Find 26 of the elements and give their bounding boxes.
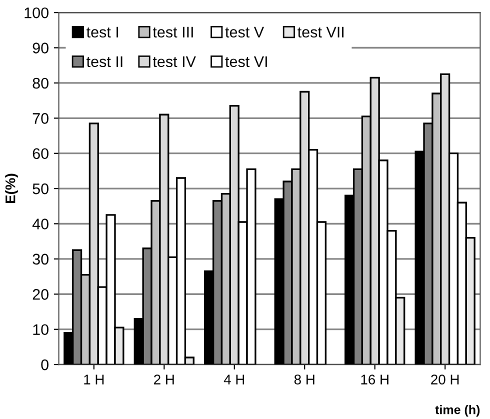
y-tick-label: 40: [32, 218, 48, 230]
x-tick-label: 20 H: [431, 374, 459, 384]
y-axis-title: E(%): [5, 174, 18, 204]
y-tick-label: 20: [32, 289, 48, 300]
y-tick-label: 30: [32, 254, 48, 265]
x-axis-title: time (h): [435, 405, 480, 417]
x-tick-label: 16 H: [361, 374, 388, 384]
y-tick-label: 0: [41, 359, 48, 370]
legend-label: test VII: [298, 26, 344, 38]
legend-label: test V: [225, 26, 264, 38]
legend-label: test II: [86, 56, 122, 68]
x-tick-label: 2 H: [154, 374, 174, 384]
y-tick-label: 80: [32, 78, 48, 89]
x-tick-label: 4 H: [224, 374, 244, 384]
legend-label: test VI: [225, 56, 267, 68]
y-tick-label: 90: [32, 42, 48, 54]
legend-label: test IV: [152, 56, 196, 68]
y-tick-label: 100: [24, 7, 48, 18]
legend-label: test III: [152, 26, 193, 38]
x-tick-label: 8 H: [294, 374, 314, 384]
legend-label: test I: [86, 26, 118, 38]
y-tick-label: 60: [32, 148, 48, 160]
y-tick-label: 70: [32, 113, 48, 124]
y-tick-label: 50: [32, 183, 48, 194]
x-tick-label: 1 H: [84, 374, 104, 384]
y-tick-label: 10: [33, 324, 48, 336]
